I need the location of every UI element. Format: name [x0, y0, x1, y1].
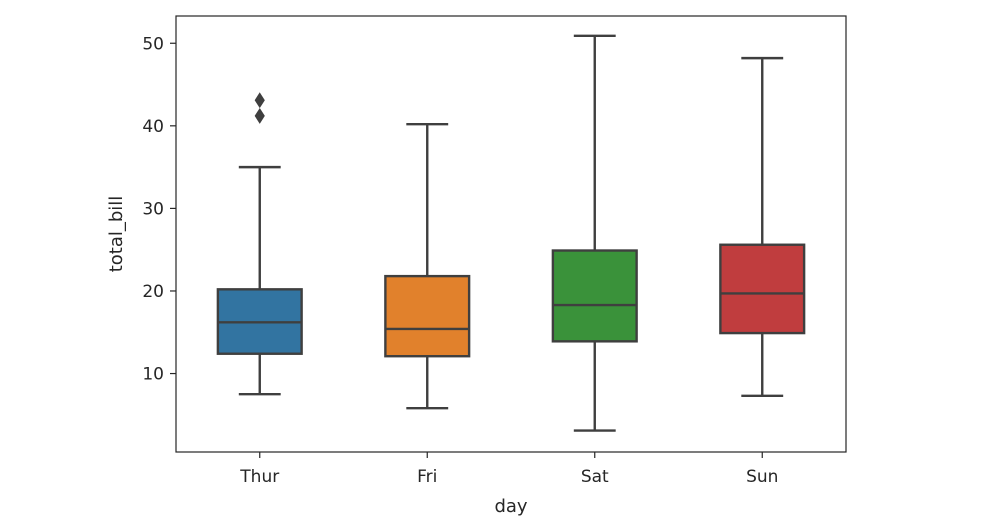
- y-tick-label: 10: [142, 365, 164, 385]
- chart-axes: Thur Fri Sat Sun 10 20 30 40 50: [142, 34, 778, 487]
- x-tick-label: Sun: [746, 467, 778, 487]
- plot-frame: [175, 15, 847, 453]
- box-fri: [384, 274, 471, 358]
- x-tick-label: Thur: [239, 467, 279, 487]
- outlier-point: [254, 107, 265, 124]
- x-axis-label: day: [494, 496, 527, 517]
- chart-marks: [216, 34, 806, 432]
- box-sun: [719, 243, 806, 335]
- box-group-fri: [384, 122, 471, 410]
- y-tick-label: 30: [142, 199, 164, 219]
- y-tick-label: 40: [142, 117, 164, 137]
- box-group-sun: [719, 56, 806, 398]
- x-tick-label: Fri: [417, 467, 437, 487]
- outlier-point: [254, 92, 265, 109]
- y-tick-label: 50: [142, 34, 164, 54]
- box-group-thur: [216, 92, 303, 396]
- x-tick-label: Sat: [581, 467, 609, 487]
- box-sat: [551, 249, 638, 343]
- box-group-sat: [551, 34, 638, 432]
- y-axis-label: total_bill: [106, 196, 127, 273]
- y-tick-label: 20: [142, 282, 164, 302]
